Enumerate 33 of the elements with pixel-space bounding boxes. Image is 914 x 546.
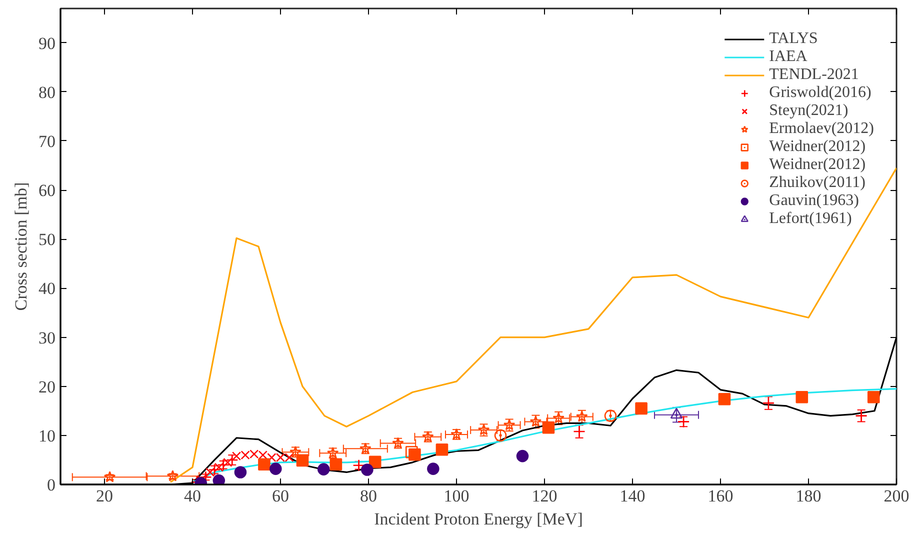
x-tick-label: 200 [884, 486, 910, 506]
y-tick-label: 40 [38, 279, 56, 298]
legend-label: Lefort(1961) [769, 210, 852, 228]
y-tick-label: 60 [38, 181, 56, 200]
legend-label: Weidner(2012) [769, 138, 866, 156]
legend-label: IAEA [769, 48, 808, 66]
y-axis-title: Cross section [mb] [12, 182, 30, 311]
legend-label: Steyn(2021) [769, 102, 848, 120]
x-tick-label: 40 [184, 486, 201, 506]
legend-label: Ermolaev(2012) [769, 120, 874, 138]
legend-label: Weidner(2012) [769, 156, 866, 174]
legend-label: Zhuikov(2011) [769, 174, 866, 192]
y-tick-label: 80 [38, 82, 56, 102]
y-tick-label: 50 [38, 230, 56, 250]
x-axis-title: Incident Proton Energy [MeV] [374, 510, 583, 528]
legend-label: Gauvin(1963) [769, 192, 859, 210]
y-tick-label: 90 [38, 34, 56, 53]
x-tick-label: 60 [272, 486, 289, 506]
y-tick-label: 70 [38, 132, 56, 151]
legend-label: TALYS [769, 30, 818, 48]
x-tick-label: 100 [444, 486, 470, 506]
y-tick-label: 10 [38, 426, 56, 446]
x-tick-label: 80 [360, 486, 377, 506]
legend-label: TENDL-2021 [769, 66, 859, 84]
x-tick-label: 160 [708, 486, 734, 506]
x-tick-label: 20 [96, 486, 113, 506]
legend-label: Griswold(2016) [769, 84, 872, 102]
y-tick-label: 20 [38, 377, 56, 396]
x-tick-label: 120 [532, 486, 558, 506]
x-tick-label: 180 [796, 486, 822, 506]
y-tick-label: 30 [38, 328, 56, 348]
x-tick-label: 140 [620, 486, 646, 506]
y-tick-label: 0 [47, 476, 56, 494]
